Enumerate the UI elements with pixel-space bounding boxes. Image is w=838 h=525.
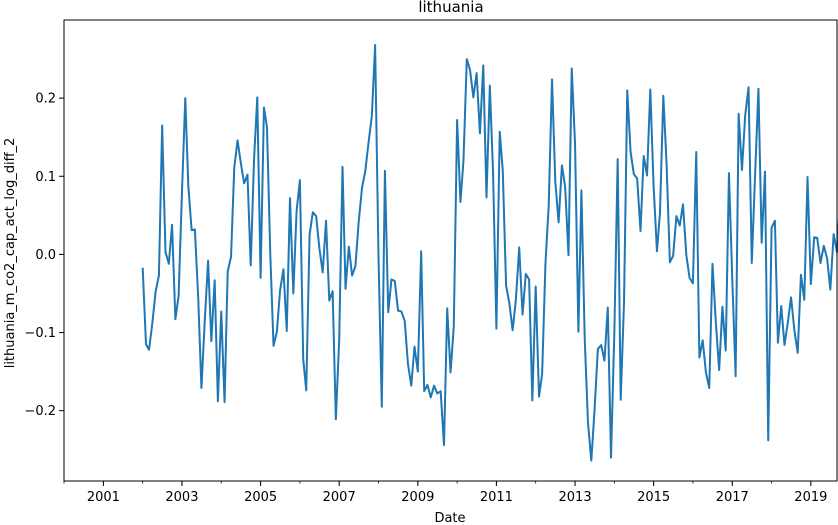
- chart-title: lithuania: [418, 0, 483, 16]
- x-tick-label: 2017: [716, 490, 749, 505]
- y-tick-label: 0.0: [35, 248, 56, 263]
- x-tick-label: 2009: [401, 490, 434, 505]
- x-tick-label: 2001: [87, 490, 120, 505]
- x-axis: 2001 2003 2005 2007 2009 2011 2013 2015 2017 2019: [63, 481, 827, 505]
- x-tick-label: 2007: [323, 490, 356, 505]
- y-tick-label: −0.2: [24, 404, 56, 419]
- y-tick-label: 0.1: [35, 170, 56, 185]
- y-axis: 0.2 0.1 0.0 −0.1 −0.2: [24, 92, 64, 419]
- x-tick-label: 2005: [244, 490, 277, 505]
- x-tick-label: 2019: [794, 490, 827, 505]
- x-axis-label: Date: [434, 511, 465, 525]
- x-tick-label: 2011: [480, 490, 513, 505]
- plot-area: [63, 19, 838, 482]
- x-tick-label: 2015: [637, 490, 670, 505]
- x-tick-label: 2013: [559, 490, 592, 505]
- series-line-0: [141, 44, 838, 462]
- plot-frame: [63, 19, 838, 482]
- y-tick-label: 0.2: [35, 92, 56, 107]
- y-tick-label: −0.1: [24, 326, 56, 341]
- y-axis-label: lithuania_m_co2_cap_act_log_diff_2: [3, 138, 18, 369]
- x-tick-label: 2003: [165, 490, 198, 505]
